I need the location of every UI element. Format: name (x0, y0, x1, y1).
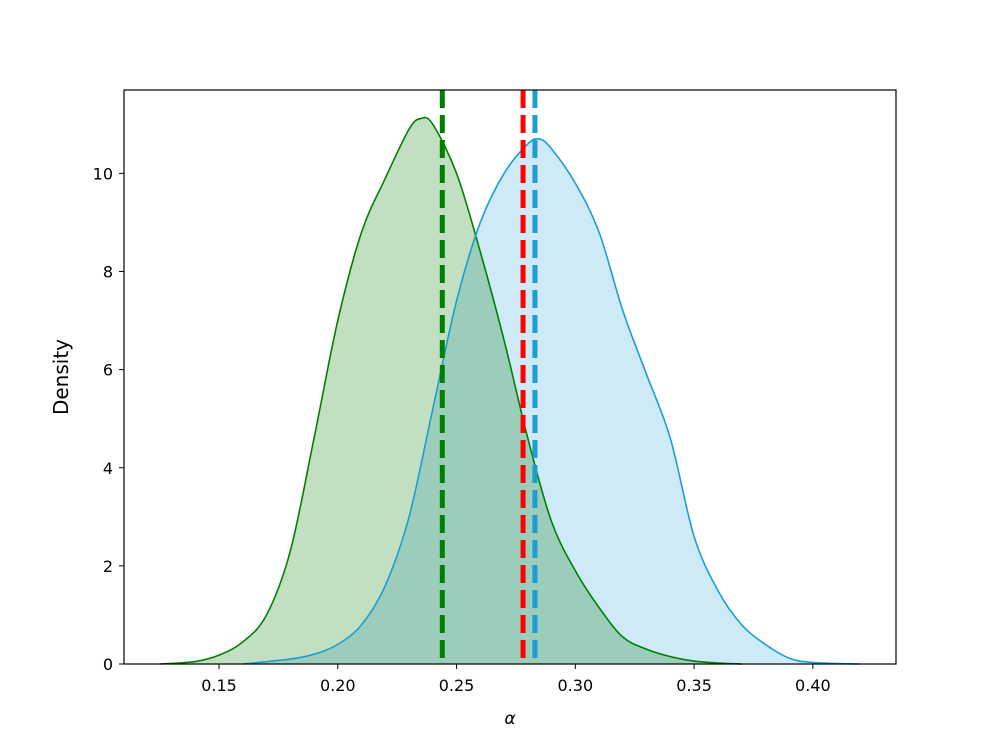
plot-area (159, 116, 861, 665)
y-tick-label: 6 (103, 361, 113, 380)
x-axis-label: α (504, 709, 515, 729)
x-tick-label: 0.25 (439, 676, 475, 695)
x-tick-label: 0.40 (795, 676, 831, 695)
y-tick-label: 0 (103, 655, 113, 674)
reference-lines (439, 90, 538, 664)
y-tick-label: 10 (93, 164, 113, 183)
x-tick-label: 0.35 (676, 676, 712, 695)
y-axis-ticks: 0 2 4 6 8 10 (93, 164, 124, 674)
y-axis-label: Density (49, 339, 73, 415)
y-tick-label: 8 (103, 263, 113, 282)
y-tick-label: 2 (103, 557, 113, 576)
density-line-2 (242, 137, 861, 665)
y-tick-label: 4 (103, 459, 113, 478)
x-axis-ticks: 0.15 0.20 0.25 0.30 0.35 0.40 (201, 664, 831, 695)
x-tick-label: 0.20 (320, 676, 356, 695)
plot-frame (123, 89, 897, 665)
x-tick-label: 0.30 (558, 676, 594, 695)
density-fill-2 (242, 138, 861, 664)
x-tick-label: 0.15 (201, 676, 237, 695)
